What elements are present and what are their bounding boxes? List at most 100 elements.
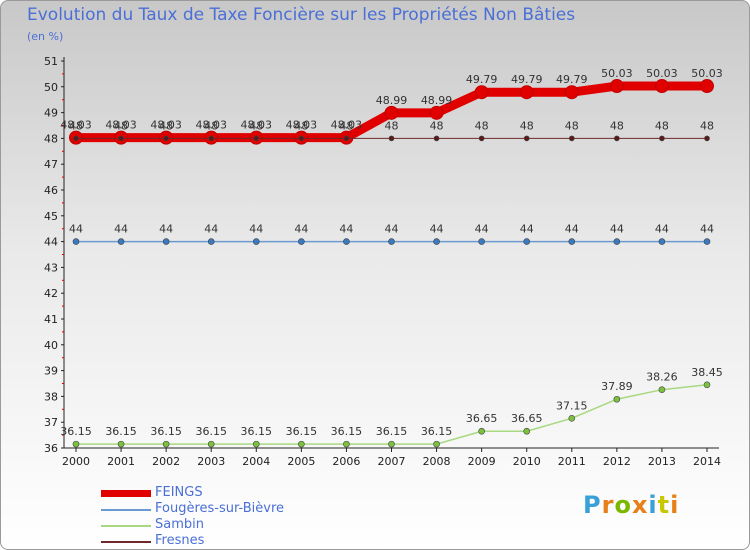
y-tick-label: 49 <box>44 107 58 120</box>
data-point <box>298 238 305 245</box>
data-label: 48 <box>204 119 218 132</box>
data-point <box>162 238 170 245</box>
x-tick-label: 2009 <box>468 455 496 468</box>
x-tick-label: 2006 <box>332 455 360 468</box>
x-tick-label: 2002 <box>152 455 180 468</box>
data-label: 44 <box>430 223 444 236</box>
x-tick-label: 2008 <box>423 455 451 468</box>
data-point <box>252 440 260 448</box>
legend-label-sambin: Sambin <box>155 517 204 532</box>
data-point <box>388 440 395 448</box>
data-label: 48.03 <box>105 119 137 132</box>
data-label: 48 <box>430 119 444 132</box>
data-label: 44 <box>565 223 579 236</box>
data-label: 48.03 <box>331 119 363 132</box>
data-label: 44 <box>159 223 173 236</box>
data-point <box>568 238 576 245</box>
legend: FEINGS Fougères-sur-Bièvre Sambin Fresne… <box>101 485 401 549</box>
data-label: 48.99 <box>421 94 453 107</box>
data-label: 36.15 <box>241 425 273 438</box>
y-tick-label: 41 <box>44 313 58 326</box>
data-label: 48 <box>159 119 173 132</box>
logo-letter: r <box>601 491 615 519</box>
data-label: 50.03 <box>646 67 678 80</box>
logo-letter: i <box>648 491 658 519</box>
data-point <box>658 386 666 393</box>
data-point <box>433 135 440 142</box>
data-label: 36.15 <box>195 425 227 438</box>
data-point <box>613 395 621 403</box>
y-tick-label: 43 <box>44 261 58 274</box>
chart-title: Evolution du Taux de Taxe Foncière sur l… <box>27 5 576 25</box>
x-tick-label: 2000 <box>62 455 90 468</box>
legend-item-fresnes: Fresnes <box>101 533 401 549</box>
data-label: 48.99 <box>376 94 408 107</box>
data-point <box>72 238 80 245</box>
data-point <box>388 238 395 245</box>
data-label: 48.03 <box>241 119 273 132</box>
x-tick-label: 2001 <box>107 455 135 468</box>
logo-letter: x <box>631 491 649 519</box>
x-tick-label: 2013 <box>648 455 676 468</box>
data-label: 48 <box>294 119 308 132</box>
x-tick-label: 2010 <box>513 455 541 468</box>
data-label: 44 <box>69 223 83 236</box>
x-tick-label: 2005 <box>287 455 315 468</box>
line-chart: 36 37 38 39 40 41 42 43 44 45 46 47 48 49 50 51 2000 2001… <box>44 55 723 468</box>
logo-letter: o <box>614 491 632 519</box>
y-tick-label: 45 <box>44 210 58 223</box>
data-point <box>73 135 79 142</box>
data-label: 36.65 <box>466 412 498 425</box>
logo-letter: P <box>583 491 602 519</box>
data-point <box>703 238 711 245</box>
data-label: 48 <box>565 119 579 132</box>
data-label: 48 <box>69 119 83 132</box>
data-label: 36.15 <box>286 425 318 438</box>
y-tick-label: 40 <box>44 339 58 352</box>
data-point <box>343 135 350 142</box>
data-point <box>704 135 710 142</box>
y-tick-label: 39 <box>44 365 58 378</box>
data-point <box>72 440 80 448</box>
data-label: 48 <box>610 119 624 132</box>
data-point <box>208 135 215 142</box>
x-tick-label: 2007 <box>378 455 406 468</box>
data-point <box>117 440 125 448</box>
data-label: 38.45 <box>691 366 723 379</box>
data-label: 44 <box>249 223 263 236</box>
data-label: 48.03 <box>150 119 182 132</box>
legend-swatch-fresnes <box>101 541 151 543</box>
data-point <box>568 415 576 422</box>
data-point <box>433 440 440 448</box>
legend-swatch-fougeres <box>101 509 151 511</box>
data-point <box>523 135 530 142</box>
data-point <box>433 238 440 245</box>
data-label: 49.79 <box>511 73 543 86</box>
y-tick-label: 47 <box>44 158 58 171</box>
x-tick-label: 2004 <box>242 455 270 468</box>
y-tick-label: 48 <box>44 132 58 145</box>
data-point <box>343 238 350 245</box>
legend-swatch-sambin <box>101 525 151 527</box>
data-point <box>478 427 485 435</box>
y-tick-label: 42 <box>44 287 58 300</box>
data-point <box>343 440 350 448</box>
data-point <box>207 238 215 245</box>
data-point <box>659 135 665 142</box>
data-point <box>658 238 666 245</box>
x-tick-label: 2014 <box>693 455 721 468</box>
y-tick-label: 50 <box>44 81 58 94</box>
proxiti-logo: Proxiti <box>583 491 679 519</box>
data-label: 49.79 <box>466 73 498 86</box>
data-point <box>253 135 260 142</box>
data-point <box>163 135 169 142</box>
data-label: 44 <box>610 223 624 236</box>
x-tick-label: 2003 <box>197 455 225 468</box>
data-label: 44 <box>655 223 669 236</box>
data-point <box>118 135 124 142</box>
data-label: 44 <box>385 223 399 236</box>
logo-letter: t <box>657 491 671 519</box>
data-label: 50.03 <box>691 67 723 80</box>
data-point <box>117 238 125 245</box>
